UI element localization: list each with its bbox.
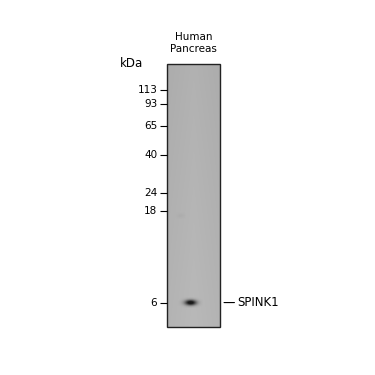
Text: Human
Pancreas: Human Pancreas — [170, 32, 217, 54]
Text: 65: 65 — [144, 122, 158, 131]
Text: 93: 93 — [144, 99, 158, 109]
Text: 18: 18 — [144, 206, 158, 216]
Text: 40: 40 — [144, 150, 158, 160]
Bar — [168, 64, 220, 327]
Text: SPINK1: SPINK1 — [224, 296, 279, 309]
Text: 113: 113 — [137, 85, 158, 95]
Text: kDa: kDa — [120, 57, 143, 70]
Text: 6: 6 — [151, 298, 157, 307]
Text: 24: 24 — [144, 188, 158, 198]
